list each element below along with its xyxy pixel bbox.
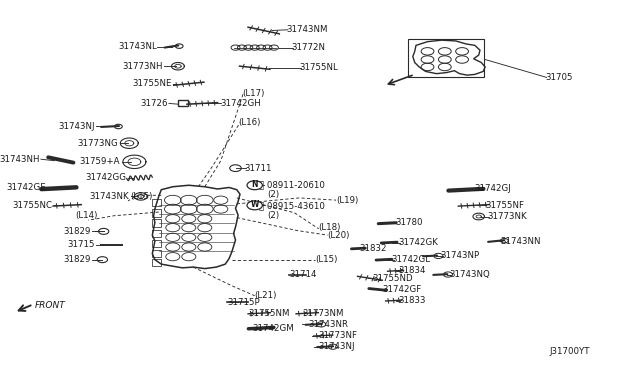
Text: 31742GG: 31742GG <box>86 173 127 182</box>
Bar <box>152 209 161 217</box>
Text: 31773NF: 31773NF <box>319 331 358 340</box>
Bar <box>152 219 161 227</box>
Bar <box>152 199 161 206</box>
Text: FRONT: FRONT <box>35 301 66 310</box>
Text: 31743NM: 31743NM <box>287 25 328 33</box>
Circle shape <box>247 181 262 190</box>
Text: 31743NN: 31743NN <box>500 237 541 246</box>
Text: 31829: 31829 <box>63 255 91 264</box>
Bar <box>152 250 161 257</box>
Text: 31755NL: 31755NL <box>300 63 339 72</box>
Text: J31700YT: J31700YT <box>549 347 589 356</box>
Text: 31715: 31715 <box>67 240 95 249</box>
Text: 31711: 31711 <box>244 164 272 173</box>
Text: 31755ND: 31755ND <box>372 274 413 283</box>
Text: 31780: 31780 <box>396 218 423 227</box>
Text: (L20): (L20) <box>328 231 350 240</box>
Text: 31773NH: 31773NH <box>123 62 163 71</box>
Text: 31743NK: 31743NK <box>90 192 129 201</box>
Text: (L21): (L21) <box>255 291 277 300</box>
Text: 31742GE: 31742GE <box>6 183 46 192</box>
Text: (L15): (L15) <box>315 255 337 264</box>
Text: (L16): (L16) <box>238 118 260 126</box>
Text: Ⓦ 08915-43610: Ⓦ 08915-43610 <box>259 201 325 210</box>
Text: 31834: 31834 <box>398 266 426 275</box>
Circle shape <box>247 201 262 210</box>
Text: 31743NR: 31743NR <box>308 320 349 329</box>
Bar <box>408 39 484 77</box>
Text: 31714: 31714 <box>289 270 317 279</box>
Text: W: W <box>250 201 259 209</box>
Text: 31742GM: 31742GM <box>253 324 294 333</box>
Text: 31743NQ: 31743NQ <box>449 270 490 279</box>
Text: (L18): (L18) <box>319 223 341 232</box>
Text: Ⓝ 08911-20610: Ⓝ 08911-20610 <box>259 181 325 190</box>
Text: 31743NH: 31743NH <box>0 155 40 164</box>
Text: 31742GL: 31742GL <box>392 255 431 264</box>
Text: 31772N: 31772N <box>291 43 325 52</box>
Text: (L14): (L14) <box>75 211 97 219</box>
Text: 31705: 31705 <box>545 73 573 82</box>
Text: 31773NG: 31773NG <box>77 139 118 148</box>
Bar <box>152 230 161 237</box>
Text: 31755NF: 31755NF <box>485 201 524 210</box>
Bar <box>152 259 161 266</box>
Text: 31759+A: 31759+A <box>80 157 120 166</box>
Text: N: N <box>252 180 258 189</box>
Text: 31742GF: 31742GF <box>383 285 422 294</box>
Text: 31743NJ: 31743NJ <box>319 342 355 351</box>
Text: 31773NK: 31773NK <box>488 212 527 221</box>
Text: 31742GK: 31742GK <box>398 238 438 247</box>
Text: 31742GH: 31742GH <box>221 99 262 108</box>
Text: 31755NC: 31755NC <box>13 201 52 210</box>
Text: 31755NE: 31755NE <box>132 79 172 88</box>
Text: 31743NJ: 31743NJ <box>58 122 95 131</box>
Bar <box>152 240 161 247</box>
Text: 31715P: 31715P <box>227 298 260 307</box>
Text: 31726: 31726 <box>140 99 168 108</box>
Text: 31829: 31829 <box>63 227 91 236</box>
Text: (L15): (L15) <box>130 192 152 201</box>
Text: (2): (2) <box>268 211 280 219</box>
Text: (L19): (L19) <box>336 196 358 205</box>
Text: (L17): (L17) <box>242 89 264 98</box>
Text: 31742GJ: 31742GJ <box>475 185 511 193</box>
Text: 31743NL: 31743NL <box>118 42 157 51</box>
Text: 31833: 31833 <box>398 296 426 305</box>
Text: 31832: 31832 <box>360 244 387 253</box>
Bar <box>178 100 188 106</box>
Text: 31743NP: 31743NP <box>440 251 479 260</box>
Text: 31755NM: 31755NM <box>248 309 290 318</box>
Text: (2): (2) <box>268 190 280 199</box>
Text: 31773NM: 31773NM <box>302 309 344 318</box>
